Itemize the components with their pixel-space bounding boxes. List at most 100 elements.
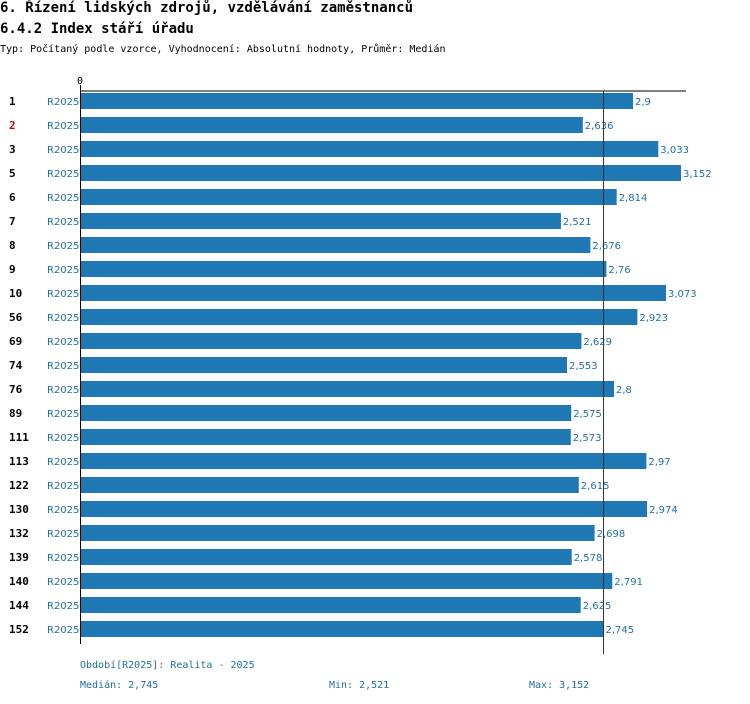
category-label: 7 [9, 215, 16, 228]
bar[interactable] [81, 357, 567, 373]
data-label: 3,033 [660, 145, 689, 156]
category-label: 152 [9, 623, 29, 636]
series-label: R2025 [47, 313, 79, 324]
page-title: 6. Řízení lidských zdrojů, vzdělávání za… [0, 0, 414, 16]
series-label: R2025 [47, 553, 79, 564]
bar[interactable] [81, 261, 607, 277]
data-label: 2,521 [563, 217, 592, 228]
data-label: 2,974 [649, 505, 678, 516]
series-label: R2025 [47, 121, 79, 132]
series-label: R2025 [47, 145, 79, 156]
bar[interactable] [81, 309, 638, 325]
category-label: 9 [9, 263, 16, 276]
series-label: R2025 [47, 577, 79, 588]
data-label: 2,814 [619, 193, 648, 204]
bar[interactable] [81, 573, 613, 589]
bar[interactable] [81, 525, 595, 541]
category-label: 6 [9, 191, 16, 204]
data-label: 3,152 [683, 169, 712, 180]
bar[interactable] [81, 165, 681, 181]
series-label: R2025 [47, 361, 79, 372]
bar[interactable] [81, 141, 659, 157]
bar[interactable] [81, 429, 571, 445]
category-label: 76 [9, 383, 23, 396]
data-label: 2,9 [635, 97, 651, 108]
bar[interactable] [81, 333, 582, 349]
data-label: 2,76 [608, 265, 630, 276]
category-label: 111 [9, 431, 29, 444]
data-label: 2,625 [583, 601, 612, 612]
bar[interactable] [81, 237, 591, 253]
period-legend: Období[R2025]: Realita - 2025 [80, 660, 255, 671]
series-label: R2025 [47, 193, 79, 204]
bar[interactable] [81, 621, 604, 637]
bar[interactable] [81, 597, 581, 613]
bar[interactable] [81, 117, 583, 133]
category-label: 1 [9, 95, 16, 108]
series-label: R2025 [47, 169, 79, 180]
data-label: 2,791 [614, 577, 643, 588]
series-label: R2025 [47, 625, 79, 636]
category-label: 5 [9, 167, 16, 180]
series-label: R2025 [47, 265, 79, 276]
category-label: 74 [9, 359, 23, 372]
data-label: 2,553 [569, 361, 598, 372]
data-label: 2,573 [573, 433, 602, 444]
data-label: 2,698 [597, 529, 626, 540]
series-label: R2025 [47, 241, 79, 252]
series-label: R2025 [47, 433, 79, 444]
x-axis-zero-label: 0 [77, 76, 83, 87]
series-label: R2025 [47, 97, 79, 108]
series-label: R2025 [47, 457, 79, 468]
max-summary: Max: 3,152 [529, 680, 590, 691]
bar[interactable] [81, 213, 561, 229]
category-label: 139 [9, 551, 29, 564]
chart-type-info: Typ: Počítaný podle vzorce, Vyhodnocení:… [0, 44, 446, 55]
data-label: 2,923 [639, 313, 668, 324]
data-label: 2,575 [573, 409, 602, 420]
bar[interactable] [81, 549, 572, 565]
bar[interactable] [81, 477, 579, 493]
category-label: 130 [9, 503, 29, 516]
category-label: 144 [9, 599, 29, 612]
category-label: 8 [9, 239, 16, 252]
data-label: 2,578 [574, 553, 603, 564]
bar[interactable] [81, 93, 633, 109]
data-label: 2,636 [585, 121, 614, 132]
series-label: R2025 [47, 217, 79, 228]
min-summary: Min: 2,521 [329, 680, 390, 691]
series-label: R2025 [47, 289, 79, 300]
series-label: R2025 [47, 337, 79, 348]
data-label: 2,629 [583, 337, 612, 348]
data-label: 2,745 [606, 625, 635, 636]
series-label: R2025 [47, 409, 79, 420]
bar[interactable] [81, 381, 614, 397]
data-label: 2,8 [616, 385, 632, 396]
bar[interactable] [81, 501, 648, 517]
category-label: 56 [9, 311, 23, 324]
category-label: 140 [9, 575, 29, 588]
series-label: R2025 [47, 601, 79, 612]
bar[interactable] [81, 453, 647, 469]
page-subtitle: 6.4.2 Index stáří úřadu [0, 21, 194, 37]
category-label: 10 [9, 287, 22, 300]
category-label: 132 [9, 527, 29, 540]
median-summary: Medián: 2,745 [80, 680, 159, 691]
category-label: 69 [9, 335, 22, 348]
series-label: R2025 [47, 505, 79, 516]
bar[interactable] [81, 405, 572, 421]
category-label: 3 [9, 143, 16, 156]
series-label: R2025 [47, 481, 79, 492]
category-label: 89 [9, 407, 22, 420]
series-label: R2025 [47, 385, 79, 396]
data-label: 2,615 [581, 481, 610, 492]
data-label: 3,073 [668, 289, 697, 300]
category-label: 2 [9, 119, 16, 132]
bar[interactable] [81, 189, 617, 205]
category-label: 122 [9, 479, 29, 492]
bar[interactable] [81, 285, 666, 301]
series-label: R2025 [47, 529, 79, 540]
data-label: 2,97 [648, 457, 670, 468]
category-label: 113 [9, 455, 29, 468]
